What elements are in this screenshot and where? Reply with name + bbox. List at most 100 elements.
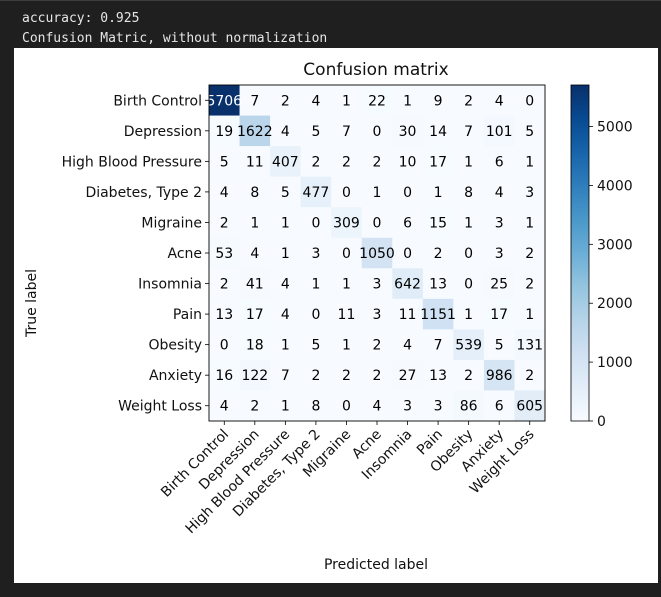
cell-value: 27 (399, 368, 417, 384)
cell-value: 5 (220, 154, 229, 170)
heatmap-cell (361, 207, 393, 239)
heatmap-cell (239, 207, 271, 239)
cell-value: 7 (342, 124, 351, 140)
heatmap-cell (331, 207, 363, 239)
heatmap-cell (453, 115, 485, 147)
cell-value: 5 (525, 124, 534, 140)
cell-value: 3 (495, 215, 504, 231)
heatmap-cell (239, 298, 271, 330)
cell-value: 1 (373, 185, 382, 201)
cell-value: 0 (373, 215, 382, 231)
heatmap-cell (422, 390, 454, 422)
heatmap-cell (422, 115, 454, 147)
cell-value: 5 (281, 185, 290, 201)
heatmap-cell (392, 85, 424, 116)
heatmap-cell (209, 298, 240, 330)
heatmap-cell (483, 268, 515, 300)
cell-value: 1622 (237, 124, 273, 140)
cell-value: 0 (464, 246, 473, 262)
heatmap-cell (453, 329, 485, 361)
accuracy-text: accuracy: 0.925 (22, 11, 140, 26)
cell-value: 0 (403, 246, 412, 262)
cell-value: 2 (525, 277, 534, 293)
heatmap-cell (331, 115, 363, 147)
heatmap-cell (300, 359, 332, 391)
cell-value: 6 (495, 154, 504, 170)
colorbar: 0 1000 2000 3000 4000 5000 (570, 84, 633, 430)
heatmap-cell (392, 298, 424, 330)
heatmap-cell (453, 298, 485, 330)
cell-value: 13 (215, 307, 233, 323)
y-tick-label: Obesity (149, 338, 202, 354)
colorbar-tick-label: 1000 (597, 355, 633, 371)
heatmap-cell (453, 207, 485, 239)
heatmap-cell (331, 85, 363, 116)
heatmap-cell (239, 268, 271, 300)
cell-value: 8 (311, 399, 320, 415)
cell-value: 1 (250, 215, 259, 231)
cell-value: 0 (373, 124, 382, 140)
cell-value: 1151 (420, 307, 456, 323)
cell-value: 2 (220, 277, 229, 293)
heatmap-cell (331, 146, 363, 178)
heatmap-cell (483, 115, 515, 147)
cell-value: 2 (342, 154, 351, 170)
heatmap-cell (392, 237, 424, 269)
heatmap-cell (453, 85, 485, 116)
heatmap-cell (514, 146, 546, 178)
heatmap-cell (331, 176, 363, 208)
cell-value: 1 (525, 154, 534, 170)
y-tick-label: Acne (167, 246, 202, 262)
y-tick-label: Anxiety (149, 368, 202, 384)
cell-value: 9 (434, 93, 443, 109)
heatmap-cell (239, 146, 271, 178)
cell-value: 18 (246, 338, 264, 354)
cell-value: 1 (525, 307, 534, 323)
heatmap-cell (209, 115, 240, 147)
heatmap-cell (483, 176, 515, 208)
x-axis-label: Predicted label (324, 557, 428, 573)
cell-value: 25 (490, 277, 508, 293)
heatmap-cell (361, 298, 393, 330)
heatmap-cell (514, 176, 546, 208)
heatmap-cell (331, 237, 363, 269)
cell-value: 2 (281, 93, 290, 109)
cell-value: 2 (373, 154, 382, 170)
heatmap-cell (209, 146, 240, 178)
cell-value: 5 (311, 124, 320, 140)
y-tick-labels: Birth Control Depression High Blood Pressu… (62, 93, 209, 415)
heatmap-cell (300, 85, 332, 116)
cell-value: 2 (342, 368, 351, 384)
y-tick-label: Migraine (141, 215, 202, 231)
cell-value: 17 (429, 154, 447, 170)
cell-value: 0 (311, 215, 320, 231)
heatmap-cell (209, 390, 240, 422)
heatmap-cell (453, 359, 485, 391)
cell-value: 1 (464, 307, 473, 323)
cell-value: 11 (338, 307, 356, 323)
heatmap-cell (422, 359, 454, 391)
cell-value: 2 (250, 399, 259, 415)
heatmap-cell (483, 207, 515, 239)
y-tick-label: Depression (124, 124, 202, 140)
cell-value: 4 (373, 399, 382, 415)
heatmap-cell (239, 176, 271, 208)
heatmap-cell (453, 146, 485, 178)
cell-value: 17 (246, 307, 264, 323)
cell-value: 8 (464, 185, 473, 201)
heatmap-cell (270, 390, 302, 422)
heatmap-cell (239, 359, 271, 391)
heatmap-cell (209, 237, 240, 269)
cell-value: 5 (311, 338, 320, 354)
cell-value: 1 (342, 338, 351, 354)
colorbar-gradient (570, 84, 590, 422)
cell-value: 0 (342, 185, 351, 201)
heatmap-cell (392, 268, 424, 300)
heatmap-cell (422, 146, 454, 178)
heatmap-cell (270, 115, 302, 147)
colorbar-tick-label: 0 (597, 414, 606, 430)
cell-value: 3 (373, 277, 382, 293)
heatmap-cell (483, 298, 515, 330)
heatmap-cell (514, 359, 546, 391)
cell-value: 10 (399, 154, 417, 170)
